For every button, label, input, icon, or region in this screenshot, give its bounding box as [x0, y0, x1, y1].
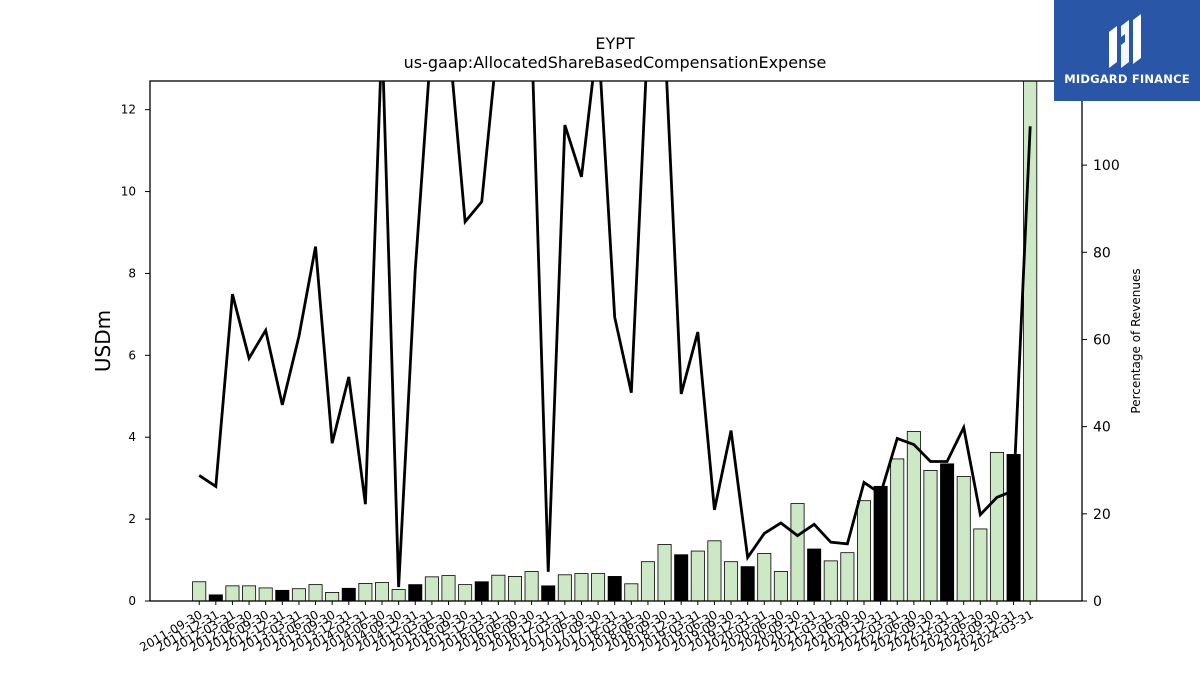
y-tick-label-left: 12: [121, 103, 136, 117]
y-axis-right: 0 20 40 60 80 100: [1082, 158, 1120, 610]
bar: [541, 585, 556, 602]
bars-layer: [192, 80, 1038, 602]
bar: [375, 582, 390, 602]
y-tick-label-right: 100: [1093, 158, 1120, 174]
brand-logo: MIDGARD FINANCE: [1054, 0, 1200, 101]
bar: [225, 585, 240, 602]
bar: [325, 592, 340, 602]
bar: [690, 550, 705, 602]
bar: [624, 583, 639, 602]
bar: [291, 588, 306, 602]
line-layer: [198, 81, 1032, 588]
bar: [823, 560, 838, 602]
bar: [491, 574, 506, 602]
bar: [740, 566, 755, 602]
chart-title: EYPT: [595, 34, 635, 53]
bar: [258, 587, 273, 602]
bar: [790, 503, 805, 602]
bar: [574, 573, 589, 602]
bar: [807, 548, 822, 602]
bar: [940, 463, 955, 602]
bar: [757, 553, 772, 602]
bar: [408, 584, 423, 602]
bar: [358, 582, 373, 602]
bar: [923, 469, 938, 602]
bar: [424, 576, 439, 602]
bar: [707, 540, 722, 602]
plot-frame: [149, 80, 1083, 602]
bar: [840, 552, 855, 602]
x-axis: 2011-09-302011-12-312012-03-312012-06-30…: [137, 601, 1036, 654]
chart-subtitle: us-gaap:AllocatedShareBasedCompensationE…: [404, 53, 827, 72]
bar: [607, 576, 622, 602]
y-tick-label-right: 40: [1093, 420, 1111, 436]
bar: [458, 584, 473, 602]
y-tick-label-right: 0: [1093, 594, 1102, 610]
bar: [890, 458, 905, 602]
y-tick-label-left: 4: [128, 430, 136, 444]
bar: [275, 589, 290, 602]
bar: [557, 574, 572, 602]
brand-name: MIDGARD FINANCE: [1064, 72, 1190, 86]
bar: [973, 528, 988, 602]
y-tick-label-left: 8: [128, 266, 136, 280]
line-series: [198, 81, 1032, 588]
bar: [640, 561, 655, 602]
y-tick-label-right: 60: [1093, 332, 1111, 348]
y-tick-label-right: 20: [1093, 507, 1111, 523]
bar: [724, 561, 739, 602]
y-axis-label-right: Percentage of Revenues: [1129, 268, 1143, 413]
y-axis-left: 0 2 4 6 8 10 12: [121, 103, 150, 608]
bar: [989, 451, 1004, 602]
y-tick-label-left: 10: [121, 185, 136, 199]
y-axis-label-left: USDm: [91, 310, 115, 372]
bar: [524, 571, 539, 602]
logo-mark-icon: [1109, 14, 1141, 68]
bar: [474, 581, 489, 602]
bar: [242, 585, 257, 602]
bar: [391, 589, 406, 602]
bar: [956, 476, 971, 602]
bar: [906, 431, 921, 602]
bar: [591, 573, 606, 602]
y-tick-label-right: 80: [1093, 245, 1111, 261]
bar: [208, 594, 223, 602]
bar: [308, 584, 323, 602]
bar: [873, 485, 888, 602]
bar: [507, 576, 522, 602]
bar: [674, 554, 689, 602]
bar: [1023, 80, 1038, 602]
bar: [192, 581, 207, 602]
bar: [341, 587, 356, 602]
bar: [441, 575, 456, 602]
bar: [773, 571, 788, 602]
y-tick-label-left: 2: [128, 512, 136, 526]
bar: [857, 500, 872, 602]
y-tick-label-left: 0: [128, 594, 136, 608]
bar: [657, 544, 672, 602]
y-tick-label-left: 6: [128, 348, 136, 362]
